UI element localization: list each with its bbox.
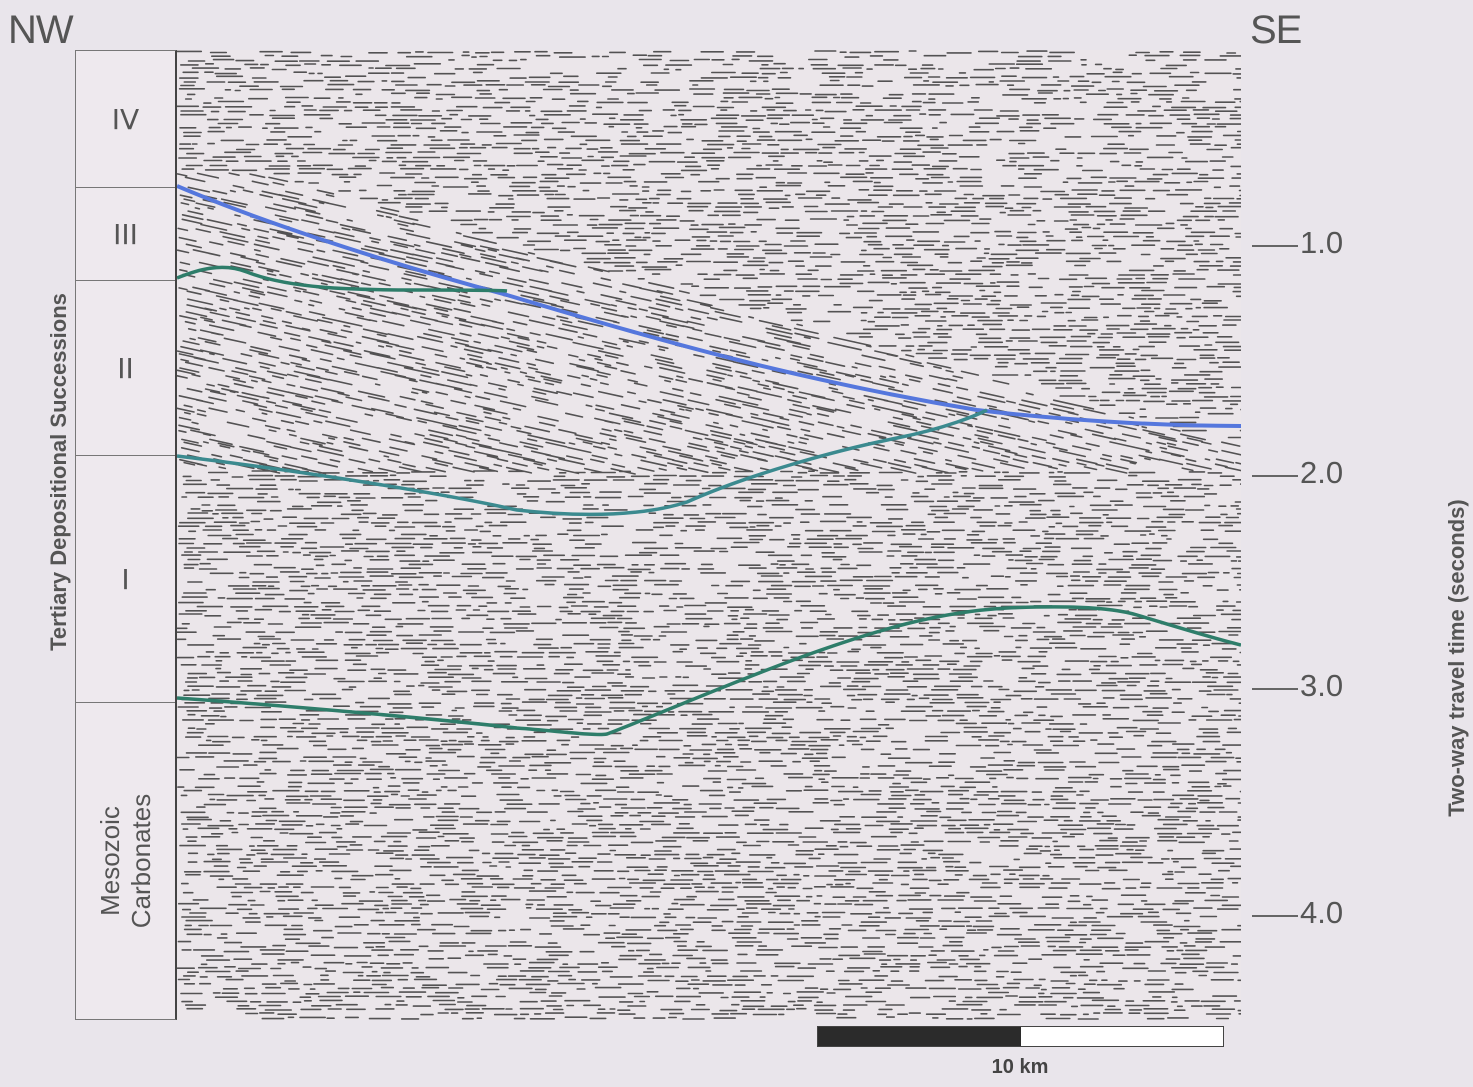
horizon-green-lower xyxy=(177,605,1241,737)
time-tick-4 xyxy=(1252,915,1298,917)
time-tick-label-3: 3.0 xyxy=(1300,668,1344,703)
scale-bar-label: 10 km xyxy=(991,1056,1049,1078)
time-tick-label-1: 1.0 xyxy=(1300,225,1344,260)
scale-bar-filled-segment xyxy=(818,1027,1021,1046)
direction-label-nw: NW xyxy=(8,8,74,52)
unit-iv: IV xyxy=(76,51,175,188)
horizon-teal xyxy=(177,408,988,517)
time-tick-3 xyxy=(1252,688,1298,690)
direction-label-se: SE xyxy=(1250,8,1302,52)
unit-iii: III xyxy=(76,188,175,281)
unit-ii: II xyxy=(76,281,175,456)
horizon-lines xyxy=(177,184,1241,737)
unit-iii-label: III xyxy=(113,217,138,251)
time-tick-1 xyxy=(1252,245,1298,247)
stratigraphic-column: IV III II I Mesozoic Carbonates xyxy=(75,50,177,1020)
horizon-green-upper xyxy=(177,265,508,293)
succession-label: Tertiary Depositional Successions xyxy=(46,293,71,651)
mesozoic-label-line2: Carbonates xyxy=(125,793,156,929)
scale-bar xyxy=(817,1026,1224,1047)
horizon-blue xyxy=(177,184,1241,428)
unit-i: I xyxy=(76,456,175,703)
mesozoic-carbonates-label: Mesozoic Carbonates xyxy=(95,794,157,928)
unit-mesozoic-carbonates: Mesozoic Carbonates xyxy=(76,703,175,1019)
time-axis-title: Two-way travel time (seconds) xyxy=(1444,499,1469,817)
unit-iv-label: IV xyxy=(111,102,140,136)
time-tick-label-4: 4.0 xyxy=(1300,895,1344,930)
mesozoic-label-line1: Mesozoic xyxy=(94,806,125,916)
time-tick-2 xyxy=(1252,475,1298,477)
seismic-section xyxy=(177,50,1241,1020)
unit-i-label: I xyxy=(121,562,130,596)
seismic-reflection-texture xyxy=(177,50,1241,1020)
seismic-reflections xyxy=(177,50,1241,1020)
time-tick-label-2: 2.0 xyxy=(1300,455,1344,490)
unit-ii-label: II xyxy=(117,351,134,385)
